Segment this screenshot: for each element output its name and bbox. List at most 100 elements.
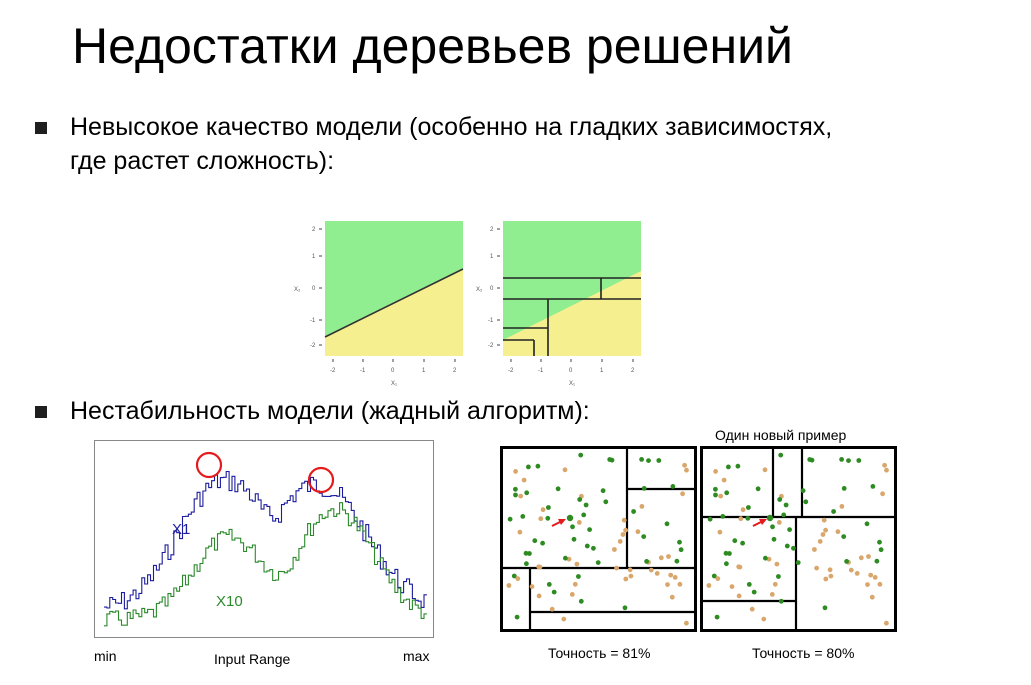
sample-point [648,567,654,573]
sample-point [551,589,557,595]
sample-point [732,538,738,544]
accuracy-left-label: Точность = 81% [548,645,651,661]
new-example-point [566,514,574,522]
sample-point [684,620,689,626]
new-example-point [766,514,774,522]
sample-point [865,582,870,587]
left-y-tick: 1 [312,254,316,260]
sample-point [839,457,844,462]
sample-point [878,547,884,553]
sample-point [666,554,671,559]
sample-point [724,490,730,496]
sample-point [670,484,676,489]
sample-point [517,529,523,535]
sample-point [884,467,889,473]
sample-point [866,554,871,559]
sample-point [807,457,813,462]
sample-point [546,582,552,587]
accuracy-right-label: Точность = 80% [752,645,855,661]
sample-point [749,606,755,612]
x-min-label: min [94,648,117,664]
sample-point [591,545,596,551]
left-y-tick: 2 [312,227,316,233]
sample-point [577,497,583,502]
sample-point [735,463,741,469]
left-x-tick: 1 [422,368,426,374]
sample-point [641,486,647,491]
sample-point [622,605,628,611]
sample-point [644,559,649,564]
sample-point [714,614,720,620]
sample-point [820,532,826,537]
sample-point [617,539,623,544]
sample-point [706,583,712,588]
right-x-tick: 2 [631,368,635,374]
highlight-circle [307,466,335,494]
sample-point [572,581,578,587]
sample-point [635,529,641,535]
sample-point [823,576,829,582]
sample-point [821,517,827,523]
sample-point [578,452,584,458]
sample-point [612,547,617,552]
sample-point [841,486,847,491]
sample-point [822,605,828,611]
right-x-tick: 0 [569,368,573,374]
sample-point [566,556,572,562]
sample-point [882,462,887,468]
sample-point [674,558,680,564]
sample-point [817,539,823,544]
sample-point [607,457,613,462]
sample-point [812,547,817,552]
partition-right-panel [700,446,897,632]
sample-point [507,516,513,522]
sample-point [523,550,529,556]
sample-point [524,490,530,496]
sample-point [729,584,735,589]
sample-point [511,573,517,579]
sample-point [776,520,782,525]
right-y-axis [497,228,500,346]
sample-point [545,515,551,521]
sample-point [781,512,787,518]
left-x-tick: -2 [330,368,336,374]
sample-point [527,551,532,556]
sample-point [740,507,746,513]
sample-point [631,509,636,514]
sample-point [532,538,538,544]
sample-point [524,561,529,567]
sample-point [877,581,883,587]
sample-point [569,592,575,597]
sample-point [515,576,521,581]
sample-point [595,560,601,565]
sample-point [538,516,544,522]
left-y-axis [319,228,322,346]
linear-boundary-panel: -2 -1 0 1 2 2 1 0 -1 -2 X₁ X₂ [294,221,464,387]
left-x-axis [332,359,456,362]
right-x-label: X₁ [569,381,575,387]
sample-point [680,491,685,497]
sample-point [614,565,619,571]
right-y-tick: 1 [490,254,494,260]
linear-boundary-line [324,268,464,338]
sample-point [682,462,687,468]
sample-point [654,571,660,576]
sample-point [787,527,792,532]
sample-point [672,575,678,580]
sample-point [668,572,674,578]
sample-point [831,509,836,514]
sample-point [574,561,580,567]
bullet-marker [35,406,47,418]
sample-point [713,492,718,498]
sample-point [664,521,670,527]
sample-point [713,486,718,492]
sample-point [677,581,683,587]
partition-left-panel [500,446,697,632]
sample-point [784,543,790,549]
sample-point [715,576,721,581]
sample-point [869,594,875,600]
bullet-marker [35,122,47,134]
right-x-axis [510,359,634,362]
sample-point [761,616,767,622]
sample-point [576,520,582,525]
